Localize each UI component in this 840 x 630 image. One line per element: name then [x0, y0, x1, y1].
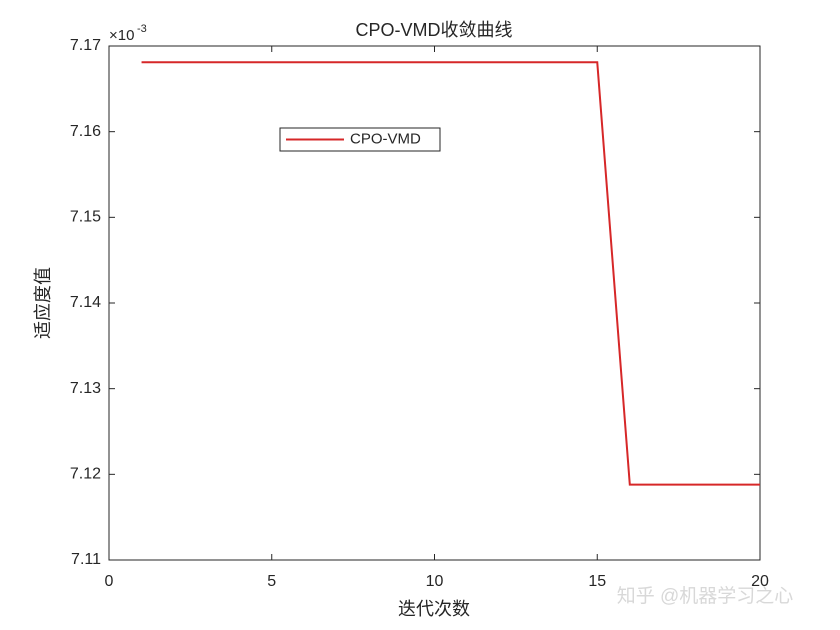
y-multiplier: ×10 — [109, 27, 134, 44]
line-series — [141, 61, 760, 486]
x-tick-label: 10 — [426, 573, 444, 590]
y-axis-label: 适应度值 — [33, 267, 54, 339]
watermark: 知乎 @机器学习之心 — [617, 585, 794, 607]
y-tick-label: 7.16 — [70, 123, 101, 140]
x-tick-label: 20 — [751, 573, 769, 590]
legend-box — [279, 127, 441, 152]
x-axis-label: 迭代次数 — [398, 599, 470, 620]
y-tick-label: 7.13 — [70, 380, 101, 397]
y-tick-label: 7.14 — [70, 294, 101, 311]
x-tick-label: 0 — [105, 573, 114, 590]
y-tick-label: 7.11 — [71, 551, 101, 568]
x-tick-label: 5 — [267, 573, 276, 590]
y-tick-label: 7.15 — [70, 209, 101, 226]
chart-title: CPO-VMD收敛曲线 — [356, 20, 513, 40]
legend-label: CPO-VMD — [350, 130, 421, 147]
x-tick-label: 15 — [588, 573, 606, 590]
plot-box — [108, 45, 761, 561]
y-tick-label: 7.12 — [70, 466, 101, 483]
y-tick-label: 7.17 — [70, 37, 101, 54]
y-multiplier-exponent: -3 — [137, 23, 147, 35]
